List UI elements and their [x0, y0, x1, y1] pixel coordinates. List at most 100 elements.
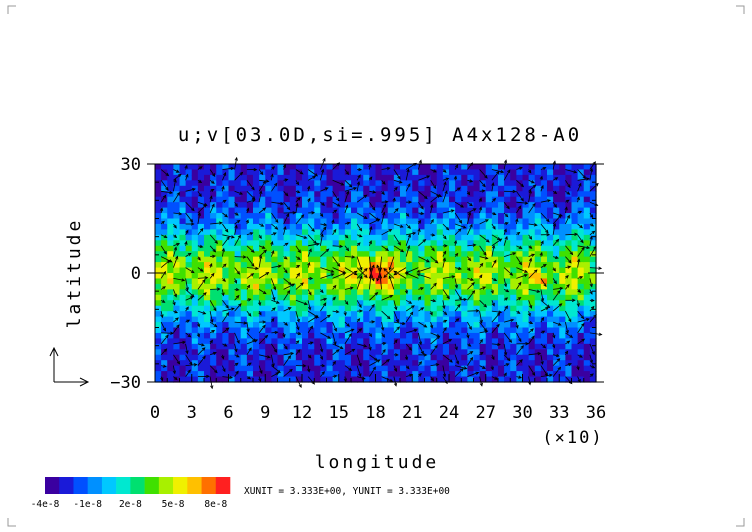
- heatmap-cell: [449, 283, 456, 290]
- heatmap-cell: [510, 262, 517, 269]
- heatmap-cell: [295, 240, 303, 247]
- heatmap-cell: [351, 332, 358, 339]
- heatmap-cell: [393, 349, 401, 356]
- heatmap-cell: [504, 273, 511, 280]
- heatmap-cell: [436, 376, 444, 383]
- heatmap-cell: [216, 223, 223, 230]
- heatmap-cell: [167, 327, 174, 334]
- wind-vector: [221, 185, 225, 192]
- heatmap-cell: [308, 207, 315, 214]
- heatmap-cell: [155, 343, 162, 350]
- heatmap-cell: [467, 343, 475, 350]
- heatmap-cell: [320, 278, 328, 285]
- heatmap-cell: [565, 164, 573, 171]
- wind-vector: [589, 365, 596, 369]
- wind-vector: [356, 300, 362, 309]
- heatmap-cell: [363, 185, 370, 192]
- heatmap-cell: [473, 376, 481, 383]
- heatmap-cell: [406, 174, 413, 181]
- wind-vector: [442, 190, 448, 203]
- heatmap-cell: [528, 343, 536, 350]
- heatmap-cell: [302, 218, 309, 225]
- heatmap-cell: [369, 278, 377, 285]
- wind-vector: [173, 223, 177, 229]
- wind-vector: [491, 212, 497, 216]
- wind-vector: [185, 289, 195, 298]
- heatmap-cell: [491, 207, 499, 214]
- heatmap-cell: [179, 185, 187, 192]
- heatmap-cell: [283, 234, 291, 241]
- wind-vector: [467, 351, 474, 356]
- wind-vector: [332, 228, 337, 236]
- wind-vector: [160, 234, 168, 238]
- heatmap-cell: [504, 316, 511, 323]
- wind-vector: [540, 223, 549, 234]
- heatmap-cell: [320, 332, 328, 339]
- heatmap-cell: [504, 202, 511, 209]
- wind-vector: [222, 263, 227, 268]
- heatmap-cell: [289, 305, 297, 312]
- wind-vector: [196, 332, 200, 338]
- heatmap-cell: [577, 316, 585, 323]
- heatmap-cell: [197, 180, 205, 187]
- heatmap-cell: [418, 300, 426, 307]
- wind-vector: [356, 256, 363, 271]
- heatmap-cell: [197, 360, 205, 367]
- heatmap-cell: [381, 332, 389, 339]
- heatmap-cell: [589, 338, 597, 345]
- heatmap-cell: [516, 169, 524, 176]
- heatmap-cell: [234, 311, 242, 318]
- wind-vector: [344, 255, 356, 259]
- heatmap-cell: [197, 207, 205, 214]
- heatmap-cell: [418, 316, 426, 323]
- wind-vector: [283, 290, 291, 301]
- heatmap-cell: [295, 267, 303, 274]
- wind-vector: [271, 372, 280, 377]
- heatmap-cell: [234, 332, 242, 339]
- heatmap-cell: [522, 218, 530, 225]
- heatmap-cell: [197, 223, 205, 230]
- heatmap-cell: [436, 180, 444, 187]
- heatmap-cell: [479, 267, 487, 274]
- wind-vector: [222, 199, 227, 203]
- heatmap-cell: [479, 354, 487, 361]
- heatmap-cell: [504, 365, 511, 372]
- heatmap-cell: [369, 365, 377, 372]
- wind-vector: [320, 187, 329, 192]
- wind-vector: [467, 223, 473, 235]
- heatmap-cell: [179, 229, 187, 236]
- heatmap-cell: [461, 191, 468, 198]
- heatmap-cell: [185, 322, 193, 329]
- heatmap-cell: [393, 267, 401, 274]
- heatmap-cell: [289, 185, 297, 192]
- wind-vector: [246, 199, 256, 203]
- wind-vector: [258, 254, 263, 268]
- heatmap-cell: [338, 305, 346, 312]
- wind-vector: [259, 320, 267, 324]
- heatmap-cell: [302, 289, 309, 296]
- heatmap-cell: [289, 262, 297, 269]
- wind-vector: [405, 343, 412, 351]
- heatmap-cell: [430, 240, 438, 247]
- heatmap-cell: [534, 256, 542, 263]
- wind-vector: [429, 310, 433, 316]
- heatmap-cell: [173, 218, 181, 225]
- wind-vector: [258, 249, 267, 257]
- heatmap-cell: [424, 376, 432, 383]
- heatmap-cell: [326, 338, 334, 345]
- wind-vector: [467, 290, 476, 301]
- heatmap-cell: [253, 251, 260, 258]
- heatmap-cell: [461, 207, 468, 214]
- wind-vector: [295, 282, 304, 290]
- heatmap-cell: [222, 311, 230, 318]
- heatmap-cell: [234, 343, 242, 350]
- heatmap-cell: [197, 273, 205, 280]
- heatmap-cell: [179, 305, 187, 312]
- heatmap-cell: [540, 202, 548, 209]
- heatmap-cell: [522, 283, 530, 290]
- heatmap-cell: [540, 283, 548, 290]
- heatmap-cell: [338, 164, 346, 171]
- heatmap-cell: [253, 196, 260, 203]
- heatmap-cell: [369, 343, 377, 350]
- heatmap-cell: [314, 289, 321, 296]
